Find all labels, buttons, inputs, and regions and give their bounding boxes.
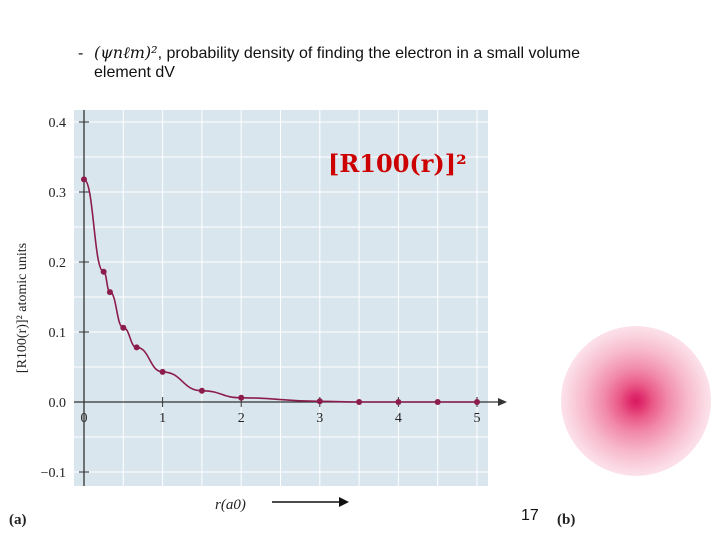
data-point bbox=[474, 399, 480, 405]
x-tick-label: 2 bbox=[238, 411, 245, 426]
x-axis-arrowhead bbox=[498, 398, 507, 406]
data-point bbox=[159, 368, 166, 375]
y-axis-label: [R100(r)]² atomic units bbox=[15, 243, 30, 373]
data-point bbox=[81, 176, 87, 183]
data-point bbox=[356, 399, 363, 405]
x-tick-label: 3 bbox=[316, 411, 323, 426]
x-axis-label: r(a0) bbox=[215, 497, 246, 513]
data-point bbox=[120, 324, 127, 331]
y-tick-label: 0.0 bbox=[49, 396, 67, 411]
bullet-text: - (ψnℓm)², probability density of finding… bbox=[78, 43, 658, 82]
y-tick-label: 0.4 bbox=[49, 116, 67, 131]
panel-label-a: (a) bbox=[9, 512, 27, 528]
x-axis-label-arrowhead bbox=[339, 497, 349, 507]
chart-title: [R100(r)]² bbox=[328, 149, 467, 178]
y-tick-label: 0.1 bbox=[49, 326, 67, 341]
x-tick-label: 5 bbox=[474, 411, 481, 426]
bullet-text-line2: element dV bbox=[94, 64, 175, 81]
bullet-text-line1: , probability density of finding the ele… bbox=[157, 45, 581, 62]
data-point bbox=[133, 344, 140, 351]
data-point bbox=[395, 399, 402, 405]
y-tick-label: −0.1 bbox=[41, 466, 66, 481]
bullet-dash: - bbox=[78, 45, 84, 62]
x-tick-label: 0 bbox=[81, 411, 88, 426]
x-tick-label: 1 bbox=[159, 411, 166, 426]
panel-label-b: (b) bbox=[557, 512, 576, 528]
y-tick-label: 0.3 bbox=[49, 186, 67, 201]
data-point bbox=[238, 394, 245, 401]
radial-probability-chart: −0.1 0.0 0.1 0.2 0.3 0.4 0 1 2 3 4 5 [R100(r)]² [R100… bbox=[15, 110, 507, 513]
data-point bbox=[106, 289, 113, 296]
data-point bbox=[100, 268, 107, 275]
y-tick-label: 0.2 bbox=[49, 256, 67, 271]
x-tick-label: 4 bbox=[395, 411, 402, 426]
psi-expression: (ψnℓm)² bbox=[94, 43, 158, 62]
data-point bbox=[316, 398, 323, 405]
page-number: 17 bbox=[521, 507, 539, 524]
data-point bbox=[434, 399, 441, 405]
data-point bbox=[198, 387, 205, 394]
electron-density-sphere bbox=[561, 326, 711, 476]
